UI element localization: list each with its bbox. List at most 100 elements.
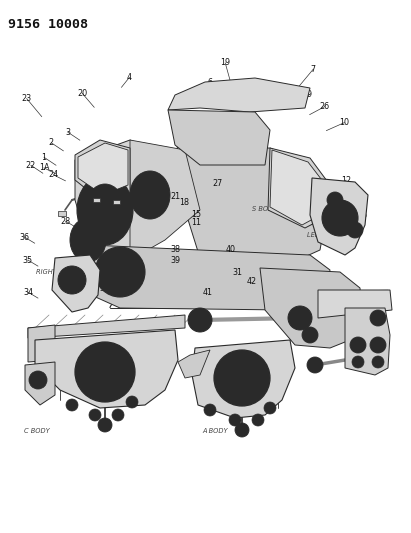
Text: 1: 1 — [42, 153, 46, 161]
Text: S BODY: S BODY — [252, 206, 277, 212]
Text: 3: 3 — [65, 128, 70, 136]
Text: 31: 31 — [106, 269, 116, 277]
Text: 40: 40 — [226, 245, 236, 254]
Ellipse shape — [65, 273, 79, 287]
Polygon shape — [78, 143, 128, 195]
Ellipse shape — [332, 197, 338, 203]
Ellipse shape — [267, 405, 273, 411]
Ellipse shape — [352, 227, 358, 233]
Bar — [58, 211, 66, 215]
Text: LEFT SIDE: LEFT SIDE — [307, 231, 341, 238]
Text: 1A: 1A — [39, 164, 49, 172]
Polygon shape — [52, 255, 100, 312]
Ellipse shape — [235, 423, 249, 437]
Text: 7: 7 — [311, 65, 316, 74]
Polygon shape — [35, 330, 178, 408]
Text: 18: 18 — [179, 198, 189, 207]
Polygon shape — [130, 140, 200, 260]
Ellipse shape — [126, 396, 138, 408]
Ellipse shape — [75, 342, 135, 402]
Polygon shape — [75, 245, 330, 310]
Bar — [113, 200, 120, 204]
Polygon shape — [28, 325, 55, 362]
Ellipse shape — [78, 227, 98, 253]
Text: 5: 5 — [83, 171, 88, 179]
Text: 24: 24 — [48, 171, 58, 179]
Text: 22: 22 — [26, 161, 36, 169]
Ellipse shape — [370, 337, 386, 353]
Text: 30: 30 — [99, 233, 109, 241]
Ellipse shape — [70, 218, 106, 262]
Ellipse shape — [85, 184, 125, 236]
Polygon shape — [192, 340, 295, 418]
Ellipse shape — [87, 354, 123, 390]
Ellipse shape — [95, 247, 145, 297]
Polygon shape — [28, 315, 185, 338]
Ellipse shape — [112, 409, 124, 421]
Ellipse shape — [214, 350, 270, 406]
Text: 41: 41 — [203, 288, 212, 296]
Text: 6: 6 — [207, 78, 212, 87]
Ellipse shape — [322, 200, 358, 236]
Text: 38: 38 — [171, 245, 181, 254]
Text: 13: 13 — [358, 196, 367, 204]
Ellipse shape — [97, 200, 113, 220]
Ellipse shape — [98, 365, 112, 379]
Ellipse shape — [129, 399, 135, 405]
Ellipse shape — [34, 376, 42, 384]
Text: 12: 12 — [341, 176, 351, 184]
Text: 26: 26 — [320, 102, 330, 111]
Ellipse shape — [350, 337, 366, 353]
Text: C BODY: C BODY — [24, 427, 49, 434]
Ellipse shape — [295, 313, 305, 323]
Text: 39: 39 — [171, 256, 181, 264]
Ellipse shape — [327, 192, 343, 208]
Polygon shape — [75, 140, 130, 200]
Text: 9: 9 — [307, 91, 312, 99]
Ellipse shape — [89, 409, 101, 421]
Ellipse shape — [69, 402, 75, 408]
Ellipse shape — [188, 308, 212, 332]
Ellipse shape — [232, 417, 238, 423]
Polygon shape — [345, 308, 390, 375]
Text: 2: 2 — [49, 139, 54, 147]
Ellipse shape — [236, 372, 248, 384]
Text: 32: 32 — [100, 285, 110, 293]
Ellipse shape — [92, 412, 98, 418]
Bar — [92, 198, 99, 202]
Ellipse shape — [77, 175, 133, 245]
Text: 10: 10 — [339, 118, 349, 127]
Ellipse shape — [229, 414, 241, 426]
Polygon shape — [168, 78, 310, 112]
Ellipse shape — [370, 310, 386, 326]
Polygon shape — [178, 350, 210, 378]
Polygon shape — [185, 148, 330, 272]
Text: 16: 16 — [358, 212, 367, 220]
Polygon shape — [75, 140, 165, 260]
Ellipse shape — [264, 402, 276, 414]
Polygon shape — [168, 110, 270, 165]
Ellipse shape — [98, 418, 112, 432]
Text: 17: 17 — [294, 208, 304, 216]
Ellipse shape — [105, 257, 135, 287]
Polygon shape — [270, 150, 328, 225]
Polygon shape — [318, 290, 392, 318]
Ellipse shape — [204, 404, 216, 416]
Polygon shape — [260, 268, 362, 348]
Ellipse shape — [307, 357, 323, 373]
Ellipse shape — [347, 222, 363, 238]
Ellipse shape — [207, 407, 213, 413]
Text: 15: 15 — [192, 210, 201, 219]
Ellipse shape — [372, 356, 384, 368]
Text: 29: 29 — [95, 219, 104, 227]
Text: 19: 19 — [220, 59, 230, 67]
Ellipse shape — [130, 171, 170, 219]
Ellipse shape — [288, 306, 312, 330]
Ellipse shape — [352, 356, 364, 368]
Text: 35: 35 — [23, 256, 33, 264]
Text: 23: 23 — [22, 94, 32, 103]
Text: 21: 21 — [171, 192, 181, 200]
Ellipse shape — [252, 414, 264, 426]
Text: 28: 28 — [61, 217, 71, 225]
Text: 27: 27 — [212, 180, 222, 188]
